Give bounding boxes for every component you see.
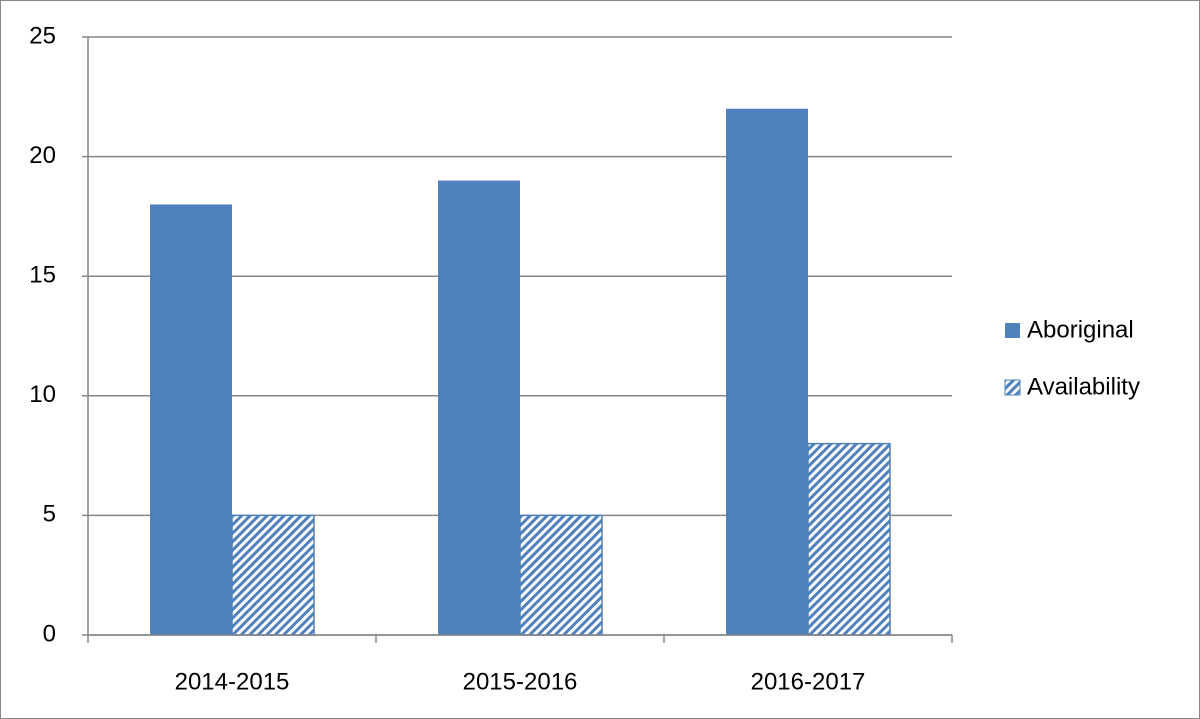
legend-swatch xyxy=(1005,323,1020,338)
y-tick-label: 20 xyxy=(29,142,56,169)
bar xyxy=(519,514,603,636)
legend-label: Availability xyxy=(1027,373,1140,400)
bar xyxy=(150,204,232,635)
bar xyxy=(231,514,315,636)
y-tick-label: 25 xyxy=(29,22,56,49)
y-tick-label: 15 xyxy=(29,262,56,289)
y-tick-label: 10 xyxy=(29,381,56,408)
legend-label: Aboriginal xyxy=(1027,316,1134,343)
legend-swatch xyxy=(1004,379,1021,396)
y-tick-label: 5 xyxy=(43,501,56,528)
bar xyxy=(726,108,808,635)
x-tick-label: 2015-2016 xyxy=(463,668,578,695)
bar xyxy=(438,180,520,635)
x-tick-label: 2016-2017 xyxy=(751,668,866,695)
x-tick-label: 2014-2015 xyxy=(175,668,290,695)
bar xyxy=(807,442,891,636)
y-tick-label: 0 xyxy=(43,620,56,647)
